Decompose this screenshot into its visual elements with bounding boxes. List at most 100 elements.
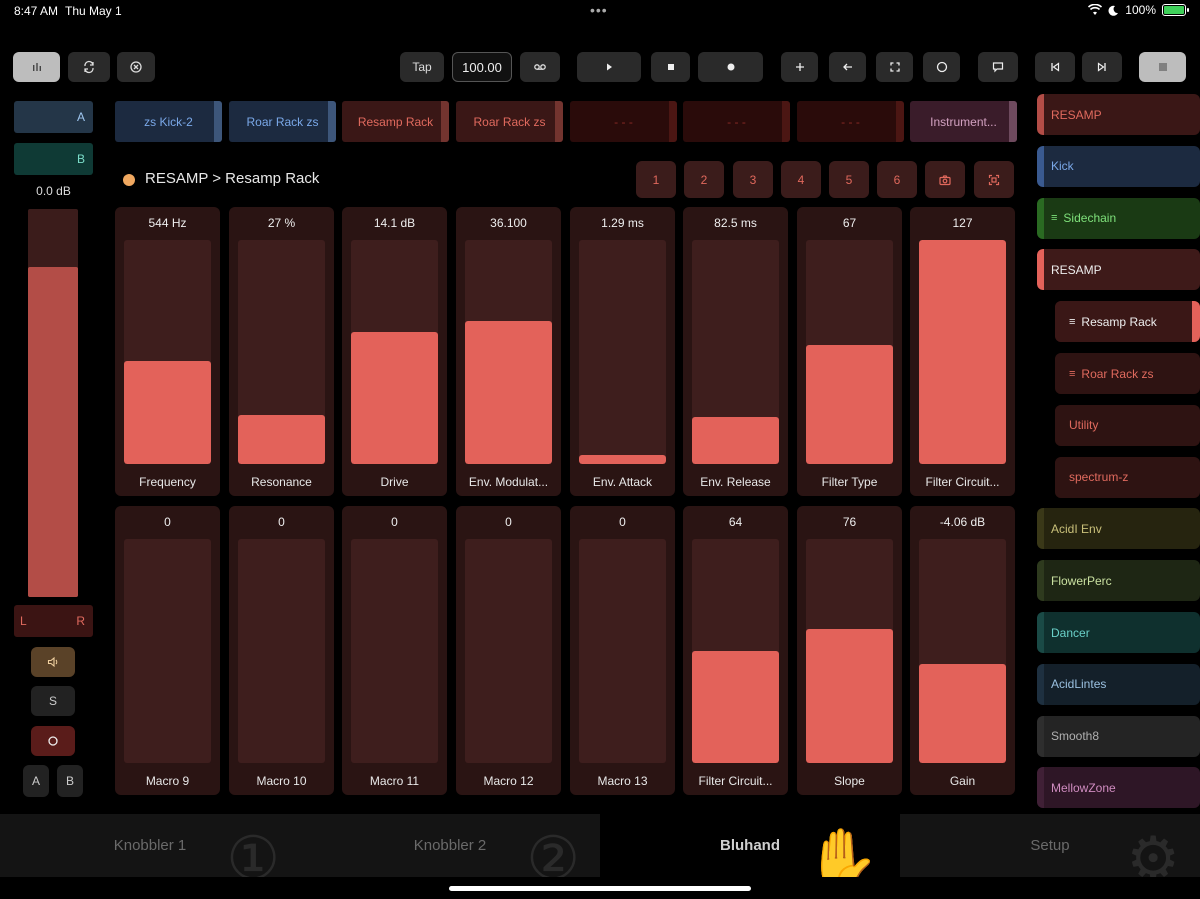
parameter-slider[interactable]: 76 Slope — [797, 506, 902, 795]
solo-button[interactable]: S — [31, 686, 75, 716]
pan-control[interactable]: L R — [14, 605, 93, 637]
page-button-6[interactable]: 6 — [877, 161, 917, 198]
record-button[interactable] — [698, 52, 763, 82]
list-item-label: RESAMP — [1051, 107, 1102, 122]
add-button[interactable] — [781, 52, 818, 82]
battery-icon — [1162, 4, 1189, 16]
page-button-1[interactable]: 1 — [636, 161, 676, 198]
loop-button[interactable] — [520, 52, 560, 82]
parameter-fill — [919, 664, 1006, 763]
track-tab[interactable]: zs Kick-2 — [115, 101, 222, 142]
multitask-dots[interactable]: ••• — [590, 2, 608, 18]
parameter-slider[interactable]: 36.100 Env. Modulat... — [456, 207, 561, 496]
fullscreen-button[interactable] — [876, 52, 913, 82]
moon-icon — [1108, 5, 1119, 16]
back-button[interactable] — [829, 52, 866, 82]
list-item[interactable]: spectrum-z — [1055, 456, 1200, 498]
parameter-value: 0 — [391, 515, 398, 529]
list-item[interactable]: Kick — [1037, 145, 1200, 187]
parameter-slider[interactable]: -4.06 dB Gain — [910, 506, 1015, 795]
mini-b-button[interactable]: B — [57, 765, 83, 797]
next-button[interactable] — [1082, 52, 1122, 82]
track-tab[interactable]: - - - — [570, 101, 677, 142]
list-item[interactable]: AcidI Env — [1037, 508, 1200, 550]
bars-icon — [32, 63, 41, 71]
status-bar: 8:47 AM Thu May 1 ••• 100% — [0, 0, 1200, 22]
track-tab[interactable]: - - - — [797, 101, 904, 142]
parameter-slider[interactable]: 27 % Resonance — [229, 207, 334, 496]
previous-button[interactable] — [1035, 52, 1075, 82]
parameter-name: Macro 10 — [256, 774, 307, 788]
track-tab-label: Roar Rack zs — [246, 114, 319, 129]
parameter-name: Macro 12 — [483, 774, 534, 788]
refresh-button[interactable] — [68, 52, 110, 82]
list-item-color — [1055, 404, 1062, 446]
parameter-value: 82.5 ms — [714, 216, 757, 230]
mini-a-button[interactable]: A — [23, 765, 49, 797]
tab-knobbler-2[interactable]: ② Knobbler 2 — [300, 814, 600, 877]
track-tab[interactable]: - - - — [683, 101, 790, 142]
track-tab[interactable]: Instrument... — [910, 101, 1017, 142]
parameter-slider[interactable]: 0 Macro 12 — [456, 506, 561, 795]
track-tab[interactable]: Roar Rack zs — [456, 101, 563, 142]
page-button-4[interactable]: 4 — [781, 161, 821, 198]
parameter-name: Macro 9 — [145, 774, 190, 788]
circle-button[interactable] — [923, 52, 960, 82]
list-item[interactable]: Utility — [1055, 404, 1200, 446]
parameter-slider[interactable]: 544 Hz Frequency — [115, 207, 220, 496]
crossfade-a-button[interactable]: A — [14, 101, 93, 133]
parameter-slider[interactable]: 0 Macro 13 — [570, 506, 675, 795]
arm-button[interactable] — [31, 726, 75, 756]
crossfade-b-button[interactable]: B — [14, 143, 93, 175]
list-item-color — [1037, 145, 1044, 187]
comment-button[interactable] — [978, 52, 1018, 82]
tab-setup[interactable]: ⚙ Setup — [900, 814, 1200, 877]
pan-right-label: R — [76, 614, 85, 628]
home-indicator[interactable] — [449, 886, 751, 891]
list-item[interactable]: Smooth8 — [1037, 715, 1200, 757]
list-item[interactable]: RESAMP — [1037, 249, 1200, 291]
page-button-2[interactable]: 2 — [684, 161, 724, 198]
list-item[interactable]: MellowZone — [1037, 767, 1200, 809]
parameter-track — [124, 240, 211, 464]
parameter-value: 0 — [619, 515, 626, 529]
tap-tempo-button[interactable]: Tap — [400, 52, 444, 82]
parameter-value: 67 — [842, 216, 857, 230]
parameter-slider[interactable]: 0 Macro 10 — [229, 506, 334, 795]
menu-button[interactable] — [1139, 52, 1186, 82]
parameter-slider[interactable]: 127 Filter Circuit... — [910, 207, 1015, 496]
tempo-field[interactable]: 100.00 — [452, 52, 512, 82]
tab-knobbler-1[interactable]: ① Knobbler 1 — [0, 814, 300, 877]
parameter-slider[interactable]: 64 Filter Circuit... — [683, 506, 788, 795]
mute-button[interactable] — [31, 647, 75, 677]
track-tab[interactable]: Roar Rack zs — [229, 101, 336, 142]
list-item[interactable]: ≡ Sidechain — [1037, 197, 1200, 239]
list-item[interactable]: RESAMP — [1037, 94, 1200, 135]
parameter-slider[interactable]: 1.29 ms Env. Attack — [570, 207, 675, 496]
parameter-slider[interactable]: 14.1 dB Drive — [342, 207, 447, 496]
selected-edge — [1192, 301, 1200, 343]
parameter-slider[interactable]: 82.5 ms Env. Release — [683, 207, 788, 496]
disconnect-button[interactable] — [117, 52, 155, 82]
list-item[interactable]: FlowerPerc — [1037, 560, 1200, 602]
list-item[interactable]: Dancer — [1037, 612, 1200, 653]
parameter-slider[interactable]: 0 Macro 9 — [115, 506, 220, 795]
parameter-slider[interactable]: 67 Filter Type — [797, 207, 902, 496]
page-button-5[interactable]: 5 — [829, 161, 869, 198]
focus-button[interactable] — [974, 161, 1014, 198]
parameter-track — [579, 539, 666, 763]
list-item[interactable]: ≡ Resamp Rack — [1055, 301, 1200, 343]
snapshot-button[interactable] — [925, 161, 965, 198]
mixer-view-button[interactable] — [13, 52, 60, 82]
page-button-3[interactable]: 3 — [733, 161, 773, 198]
tab-bluhand[interactable]: ✋ Bluhand — [600, 814, 900, 877]
list-item[interactable]: AcidLintes — [1037, 663, 1200, 705]
play-icon — [607, 63, 612, 71]
parameter-slider[interactable]: 0 Macro 11 — [342, 506, 447, 795]
volume-fader[interactable] — [28, 209, 78, 597]
play-button[interactable] — [577, 52, 641, 82]
volume-readout: 0.0 dB — [36, 184, 71, 198]
track-tab[interactable]: Resamp Rack — [342, 101, 449, 142]
list-item[interactable]: ≡ Roar Rack zs — [1055, 353, 1200, 394]
stop-button[interactable] — [651, 52, 690, 82]
